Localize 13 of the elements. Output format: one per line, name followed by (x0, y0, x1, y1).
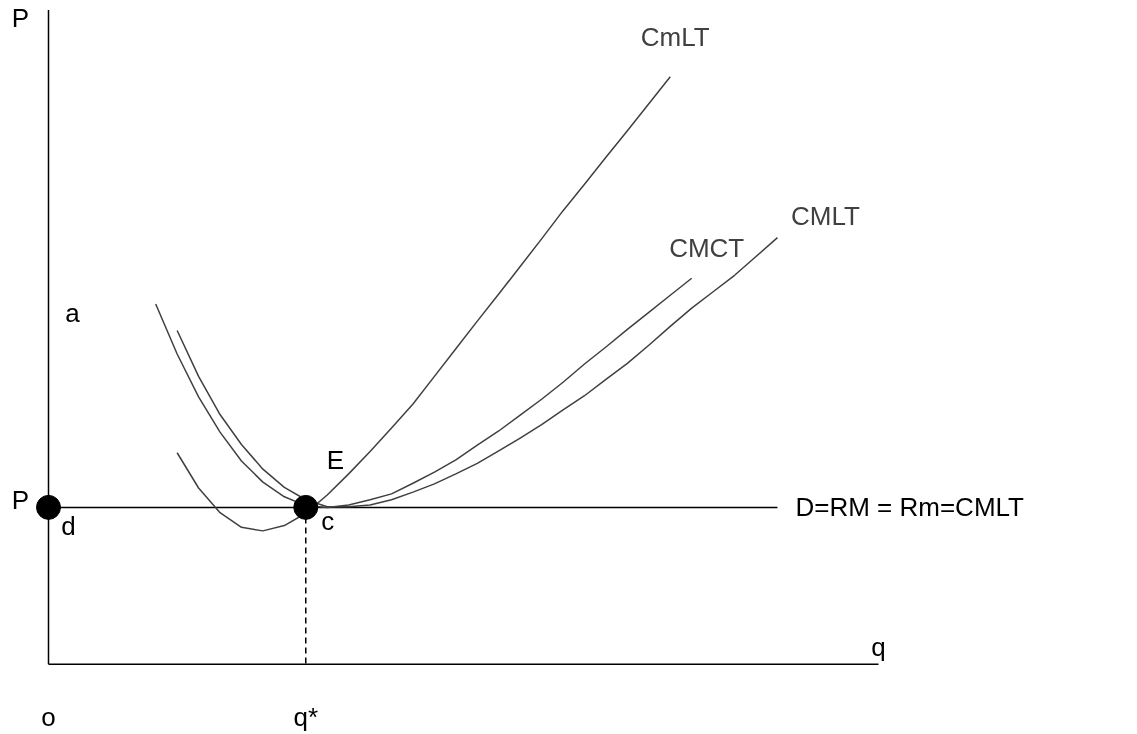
annotation: d (61, 511, 76, 542)
series-label: CMLT (791, 200, 860, 231)
ref-line-label: D=RM = Rm=CMLT (795, 492, 1025, 523)
annotation: c (321, 506, 335, 537)
annotation: a (65, 297, 81, 328)
x-tick-label: o (41, 701, 56, 732)
annotation: P (11, 485, 30, 516)
x-tick-label: q* (293, 701, 319, 732)
annotation: E (326, 444, 345, 475)
series-label: CmLT (640, 21, 710, 52)
y-axis-title: P (11, 3, 30, 34)
x-axis-title: q (871, 632, 886, 663)
series-label: CMCT (669, 233, 745, 264)
